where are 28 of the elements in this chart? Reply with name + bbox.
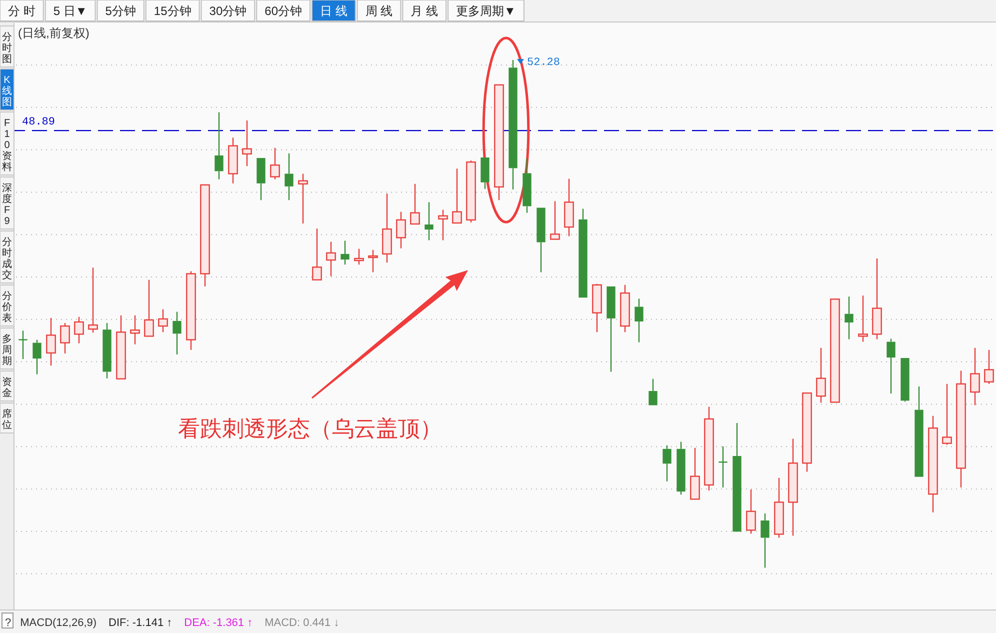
text: K线图: [2, 75, 12, 108]
text: 周 线: [365, 4, 393, 18]
text: MACD: 0.441 ↓: [264, 617, 340, 629]
text: DEA: -1.361 ↑: [184, 617, 253, 629]
text: 分价表: [1, 290, 12, 324]
text: 席位: [2, 408, 12, 431]
text: DIF: -1.141 ↑: [108, 617, 172, 629]
text: 深度F9: [2, 182, 12, 227]
text: 30分钟: [209, 4, 247, 18]
text: 更多周期▼: [456, 4, 516, 18]
text: 15分钟: [154, 4, 192, 18]
annotation: 看跌刺透形态（乌云盖顶）: [178, 416, 442, 441]
text: 5 日▼: [53, 4, 88, 18]
text: 分时成交: [2, 236, 12, 281]
text: F10资料: [2, 118, 12, 173]
text: MACD(12,26,9): [20, 617, 97, 629]
text: 5分钟: [105, 4, 136, 18]
text: 60分钟: [264, 4, 302, 18]
text: 多周期: [2, 333, 12, 367]
text: 分时图: [2, 31, 12, 65]
annotation: 48.89: [22, 116, 56, 129]
annotation: 52.28: [527, 57, 560, 69]
text: 资金: [2, 376, 12, 399]
text: 月 线: [410, 4, 438, 18]
chart-title: (日线,前复权): [18, 26, 90, 40]
text: ?: [5, 617, 12, 629]
text: 分 时: [8, 4, 36, 18]
text: 日 线: [320, 4, 348, 18]
